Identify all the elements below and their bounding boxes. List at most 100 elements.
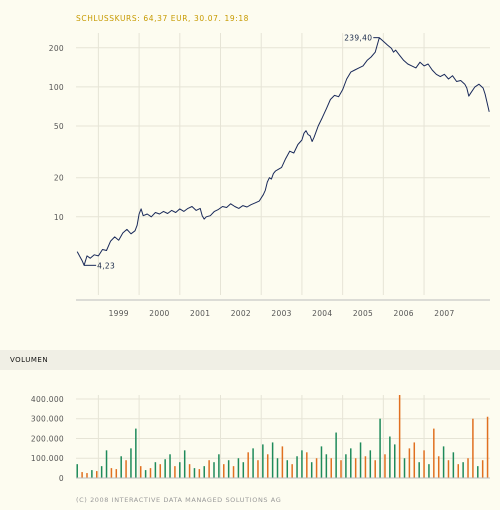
volume-bar <box>135 428 137 478</box>
volume-bar <box>467 458 469 478</box>
volume-y-tick-label: 100.000 <box>31 454 64 463</box>
volume-label: VOLUMEN <box>10 356 49 364</box>
volume-bar <box>76 464 78 478</box>
price-x-tick-label: 2006 <box>394 309 414 318</box>
volume-bar <box>96 471 98 478</box>
price-x-tick-label: 2003 <box>271 309 291 318</box>
volume-bar <box>452 452 455 478</box>
chart-title: SCHLUSSKURS: 64,37 EUR, 30.07. 19:18 <box>76 14 250 23</box>
volume-y-tick-label: 400.000 <box>31 395 64 404</box>
volume-bar <box>271 442 274 478</box>
price-y-tick-label: 10 <box>54 213 64 222</box>
volume-bar <box>105 450 108 478</box>
volume-bar <box>433 428 435 478</box>
volume-bar <box>227 460 230 478</box>
price-x-tick-label: 2000 <box>149 309 169 318</box>
volume-bar <box>208 460 210 478</box>
volume-bar <box>179 462 181 478</box>
volume-bar <box>100 466 103 478</box>
volume-bar <box>174 466 176 478</box>
volume-bar <box>213 462 215 478</box>
volume-bar <box>247 452 249 478</box>
volume-bar <box>330 458 332 478</box>
volume-bar <box>188 464 191 478</box>
price-x-tick-label: 2001 <box>190 309 210 318</box>
volume-y-tick-label: 0 <box>59 474 64 483</box>
volume-bar <box>345 454 347 478</box>
price-x-tick-label: 2007 <box>434 309 454 318</box>
volume-bar <box>310 462 313 478</box>
price-x-tick-label: 1999 <box>109 309 129 318</box>
volume-bar <box>462 462 464 478</box>
volume-bar <box>335 432 337 478</box>
volume-bar <box>91 470 93 478</box>
volume-bar <box>139 466 142 478</box>
volume-bar <box>130 448 132 478</box>
volume-bar <box>389 436 391 478</box>
volume-bar <box>320 446 323 478</box>
copyright-footer: (C) 2008 INTERACTIVE DATA MANAGED SOLUTI… <box>76 496 282 504</box>
volume-bar <box>369 450 372 478</box>
annotation-high-label: 239,40 <box>344 34 372 43</box>
volume-bar <box>296 456 298 478</box>
price-y-tick-label: 50 <box>54 122 64 131</box>
price-x-tick-label: 2005 <box>353 309 373 318</box>
volume-y-tick-label: 200.000 <box>31 434 64 443</box>
volume-bar <box>393 444 396 478</box>
volume-bar <box>193 468 196 478</box>
volume-bar <box>418 462 420 478</box>
volume-bar <box>315 458 318 478</box>
volume-bar <box>169 454 171 478</box>
volume-bar <box>481 460 484 478</box>
volume-bar <box>286 460 289 478</box>
volume-bar <box>242 462 245 478</box>
volume-bar <box>408 448 411 478</box>
volume-bar <box>291 464 293 478</box>
volume-bar <box>398 395 401 478</box>
volume-bar <box>218 454 220 478</box>
volume-bar <box>223 464 225 478</box>
volume-bar <box>359 442 362 478</box>
price-chart: 10 20 50 100 200 1999 2000 2001 2002 2003 2004 2005… <box>49 33 490 318</box>
volume-section-header: VOLUMEN <box>0 350 500 370</box>
volume-bar <box>354 458 357 478</box>
annotation-low-label: 4,23 <box>97 261 115 270</box>
volume-bar <box>428 464 430 478</box>
volume-bar <box>183 450 186 478</box>
volume-bar <box>384 454 386 478</box>
volume-bar <box>457 464 459 478</box>
volume-bar <box>301 450 303 478</box>
volume-bar <box>325 454 328 478</box>
price-y-tick-label: 100 <box>49 83 64 92</box>
volume-bar <box>237 458 240 478</box>
volume-bar <box>115 469 118 478</box>
volume-bar <box>252 448 254 478</box>
volume-bar <box>437 456 440 478</box>
volume-bar <box>340 460 342 478</box>
volume-bar <box>144 470 147 478</box>
volume-bar <box>403 458 406 478</box>
volume-bar <box>198 469 201 478</box>
volume-bar <box>232 466 235 478</box>
price-y-tick-label: 200 <box>49 44 64 53</box>
volume-bar <box>164 459 166 478</box>
volume-bar <box>281 446 284 478</box>
volume-bar <box>257 460 259 478</box>
volume-bar <box>110 468 113 478</box>
price-line <box>76 37 490 266</box>
volume-bar <box>276 458 279 478</box>
volume-bar <box>154 462 157 478</box>
volume-bar <box>413 442 416 478</box>
volume-bar <box>486 416 489 478</box>
volume-bar <box>350 448 352 478</box>
volume-bar <box>472 418 474 478</box>
volume-bar <box>447 460 450 478</box>
volume-y-tick-label: 300.000 <box>31 415 64 424</box>
volume-bar <box>477 466 479 478</box>
volume-bar <box>203 466 205 478</box>
price-x-tick-label: 2004 <box>312 309 332 318</box>
volume-bar <box>423 450 425 478</box>
volume-bar <box>81 472 83 478</box>
volume-bar <box>442 446 445 478</box>
volume-bar <box>159 464 162 478</box>
